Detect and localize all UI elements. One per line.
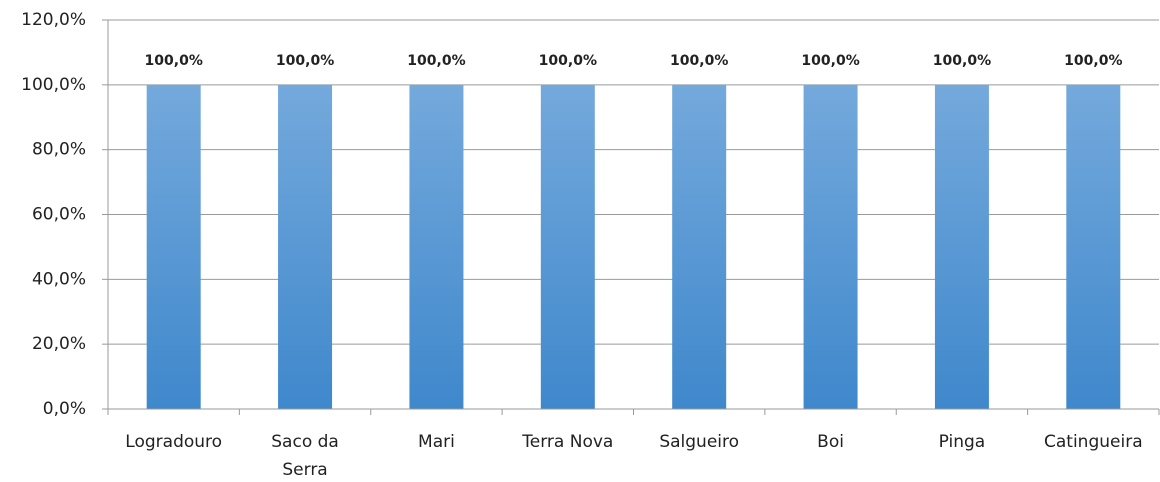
x-tick-label: Mari (418, 432, 455, 452)
value-label: 100,0% (670, 53, 728, 69)
x-tick-label: Pinga (939, 432, 986, 452)
y-tick-label: 40,0% (32, 269, 86, 289)
bar (1066, 84, 1121, 409)
bar (934, 84, 989, 409)
y-tick-label: 20,0% (32, 334, 86, 354)
x-tick-label: Terra Nova (521, 432, 613, 452)
value-label: 100,0% (539, 53, 597, 69)
bar (540, 84, 595, 409)
y-tick-label: 0,0% (43, 399, 86, 419)
value-label: 100,0% (1064, 53, 1122, 69)
value-label: 100,0% (145, 53, 203, 69)
y-tick-label: 80,0% (32, 140, 86, 160)
bar (146, 84, 201, 409)
y-tick-label: 60,0% (32, 205, 86, 225)
y-tick-label: 120,0% (21, 10, 86, 30)
y-tick-label: 100,0% (21, 75, 86, 95)
value-label: 100,0% (276, 53, 334, 69)
value-label: 100,0% (407, 53, 465, 69)
value-label: 100,0% (801, 53, 859, 69)
bar (278, 84, 333, 409)
x-tick-label: Salgueiro (659, 432, 739, 452)
x-tick-label: Boi (817, 432, 844, 452)
bar (409, 84, 464, 409)
x-tick-label: Logradouro (125, 432, 222, 452)
bar (803, 84, 858, 409)
value-label: 100,0% (933, 53, 991, 69)
x-tick-label: Catingueira (1044, 432, 1143, 452)
bar (672, 84, 727, 409)
x-tick-label: Saco da Serra (271, 432, 339, 480)
